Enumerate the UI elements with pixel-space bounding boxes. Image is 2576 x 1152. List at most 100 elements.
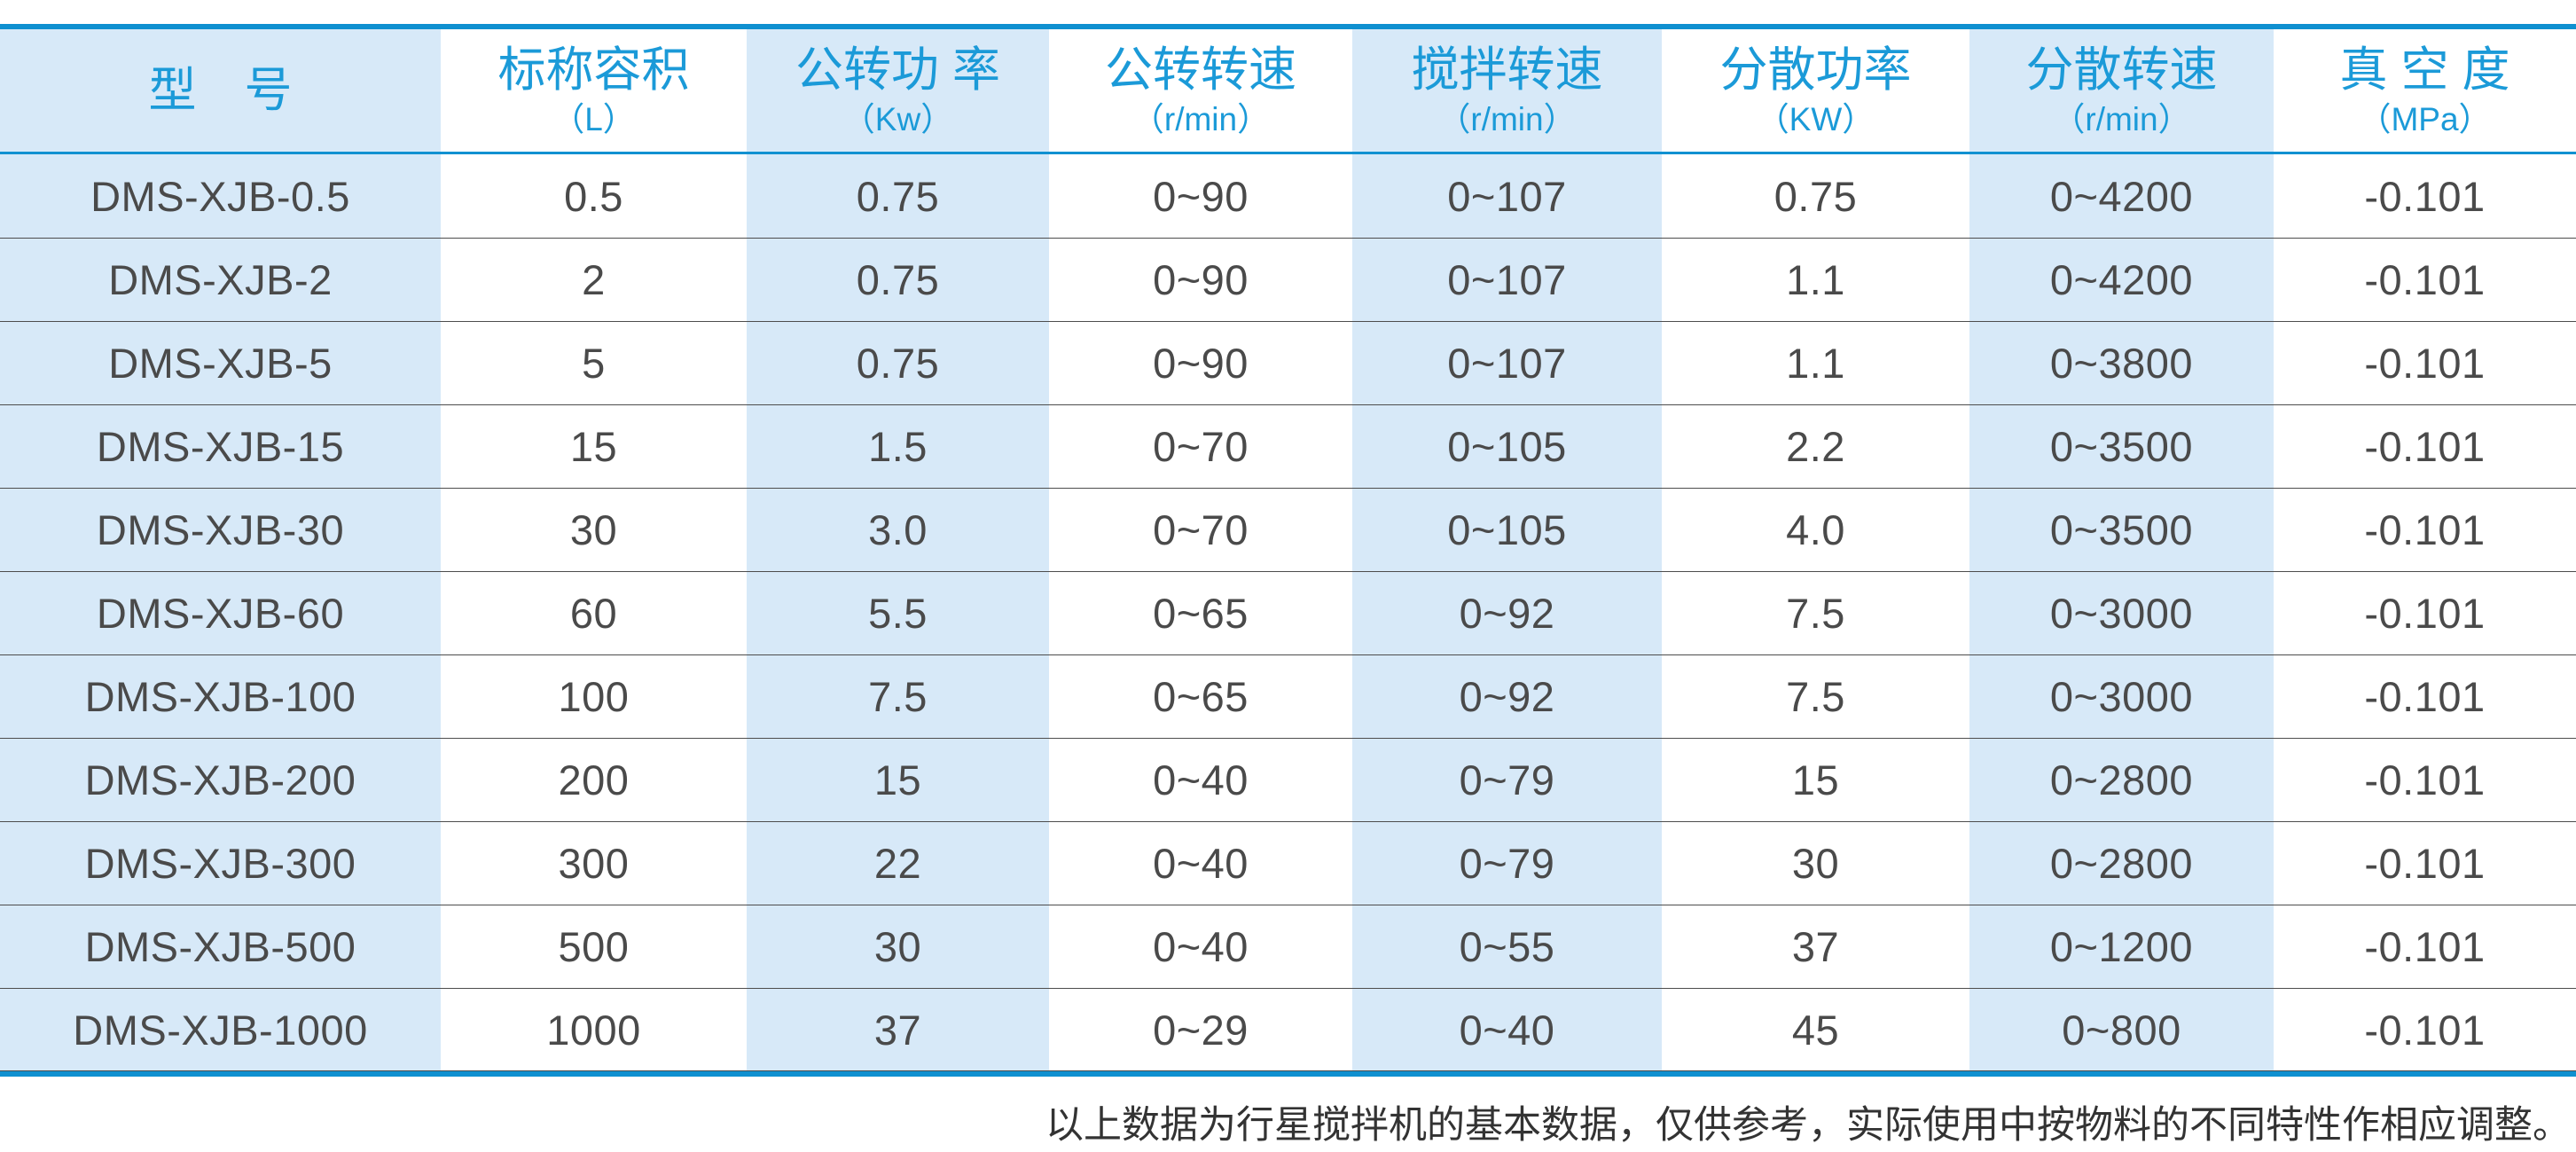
table-row: DMS-XJB-100 100 7.5 0~65 0~92 7.5 0~3000 -0.101: [0, 654, 2576, 738]
table-header-row: 型 号标称容积 （L） 公转功 率（Kw） 公转转速 （r/min） 搅拌转速 （r/min…: [0, 29, 2576, 154]
value-cell: 0~90: [1049, 239, 1352, 321]
value-cell: -0.101: [2274, 822, 2576, 905]
value-cell: 100: [441, 655, 747, 738]
value-cell: 0~65: [1049, 655, 1352, 738]
model-cell: DMS-XJB-15: [0, 405, 441, 488]
value-cell: 0~4200: [1969, 154, 2274, 238]
header-title: 公转功 率: [795, 43, 1000, 97]
table-row: DMS-XJB-60 60 5.5 0~65 0~92 7.5 0~3000 -0.101: [0, 571, 2576, 654]
value-cell: 0~107: [1352, 322, 1662, 404]
model-cell: DMS-XJB-100: [0, 655, 441, 738]
header-cell-col4: 公转转速 （r/min）: [1049, 29, 1352, 152]
header-title: 标称容积: [497, 43, 690, 97]
value-cell: 7.5: [747, 655, 1049, 738]
value-cell: 30: [1662, 822, 1969, 905]
value-cell: 0~3500: [1969, 489, 2274, 571]
model-cell: DMS-XJB-2: [0, 239, 441, 321]
value-cell: 0~800: [1969, 989, 2274, 1070]
value-cell: -0.101: [2274, 905, 2576, 988]
table-row: DMS-XJB-30 30 3.0 0~70 0~105 4.0 0~3500 -0.101: [0, 488, 2576, 571]
model-cell: DMS-XJB-200: [0, 739, 441, 821]
table-row: DMS-XJB-5 5 0.75 0~90 0~107 1.1 0~3800 -0.101: [0, 321, 2576, 404]
model-cell: DMS-XJB-60: [0, 572, 441, 654]
value-cell: 1.1: [1662, 239, 1969, 321]
footer-note: 以上数据为行星搅拌机的基本数据，仅供参考，实际使用中按物料的不同特性作相应调整。: [1045, 1105, 2571, 1147]
value-cell: 1.5: [747, 405, 1049, 488]
value-cell: -0.101: [2274, 322, 2576, 404]
value-cell: 0~1200: [1969, 905, 2274, 988]
model-cell: DMS-XJB-30: [0, 489, 441, 571]
value-cell: 30: [441, 489, 747, 571]
header-title: 搅拌转速: [1411, 43, 1603, 97]
model-cell: DMS-XJB-500: [0, 905, 441, 988]
value-cell: 0~107: [1352, 239, 1662, 321]
value-cell: 0~3000: [1969, 655, 2274, 738]
value-cell: 0~90: [1049, 322, 1352, 404]
value-cell: 200: [441, 739, 747, 821]
value-cell: 0.75: [747, 154, 1049, 238]
value-cell: 0~2800: [1969, 739, 2274, 821]
value-cell: 0~70: [1049, 489, 1352, 571]
value-cell: 0.75: [747, 322, 1049, 404]
value-cell: 0~40: [1049, 822, 1352, 905]
header-unit: （r/min）: [1131, 100, 1271, 137]
header-cell-col2: 标称容积 （L）: [441, 29, 747, 152]
header-cell-col7: 分散转速 （r/min）: [1969, 29, 2274, 152]
value-cell: 0~105: [1352, 489, 1662, 571]
value-cell: 0~105: [1352, 405, 1662, 488]
value-cell: 0~3800: [1969, 322, 2274, 404]
header-title: 真 空 度: [2339, 43, 2510, 97]
header-title: 公转转速: [1105, 43, 1296, 97]
value-cell: 15: [747, 739, 1049, 821]
value-cell: 45: [1662, 989, 1969, 1070]
value-cell: -0.101: [2274, 572, 2576, 654]
value-cell: 0~3000: [1969, 572, 2274, 654]
value-cell: 0~65: [1049, 572, 1352, 654]
value-cell: -0.101: [2274, 989, 2576, 1070]
value-cell: -0.101: [2274, 489, 2576, 571]
value-cell: 30: [747, 905, 1049, 988]
value-cell: 0.75: [747, 239, 1049, 321]
header-unit: （r/min）: [1437, 100, 1577, 137]
value-cell: -0.101: [2274, 405, 2576, 488]
value-cell: 0~40: [1352, 989, 1662, 1070]
value-cell: 15: [1662, 739, 1969, 821]
value-cell: -0.101: [2274, 739, 2576, 821]
value-cell: -0.101: [2274, 239, 2576, 321]
value-cell: 5.5: [747, 572, 1049, 654]
header-unit: （MPa）: [2358, 100, 2492, 137]
value-cell: 2: [441, 239, 747, 321]
header-title: 分散转速: [2025, 43, 2218, 97]
value-cell: 0.75: [1662, 154, 1969, 238]
model-cell: DMS-XJB-300: [0, 822, 441, 905]
table-row: DMS-XJB-15 15 1.5 0~70 0~105 2.2 0~3500 -0.101: [0, 404, 2576, 488]
header-title: 分散功率: [1719, 43, 1912, 97]
value-cell: 0.5: [441, 154, 747, 238]
header-cell-col8: 真 空 度（MPa）: [2274, 29, 2576, 152]
value-cell: 0~79: [1352, 822, 1662, 905]
value-cell: 500: [441, 905, 747, 988]
value-cell: 4.0: [1662, 489, 1969, 571]
header-cell-col1: 型 号: [0, 29, 441, 152]
table-row: DMS-XJB-200 200 15 0~40 0~79 15 0~2800 -0.101: [0, 738, 2576, 821]
value-cell: 0~92: [1352, 572, 1662, 654]
header-unit: （L）: [552, 100, 636, 137]
value-cell: 0~29: [1049, 989, 1352, 1070]
table-row: DMS-XJB-1000 1000 37 0~29 0~40 45 0~800 -0.101: [0, 988, 2576, 1071]
value-cell: 0~90: [1049, 154, 1352, 238]
value-cell: 0~55: [1352, 905, 1662, 988]
value-cell: 0~79: [1352, 739, 1662, 821]
planetary-mixer-spec-table: 型 号标称容积 （L） 公转功 率（Kw） 公转转速 （r/min） 搅拌转速 （r/min…: [0, 24, 2576, 1077]
value-cell: 7.5: [1662, 572, 1969, 654]
header-cell-col6: 分散功率 （KW）: [1662, 29, 1969, 152]
value-cell: -0.101: [2274, 154, 2576, 238]
table-row: DMS-XJB-300 300 22 0~40 0~79 30 0~2800 -0.101: [0, 821, 2576, 905]
model-cell: DMS-XJB-0.5: [0, 154, 441, 238]
value-cell: 0~40: [1049, 739, 1352, 821]
header-unit: （r/min）: [2052, 100, 2191, 137]
table-row: DMS-XJB-2 2 0.75 0~90 0~107 1.1 0~4200 -0.101: [0, 238, 2576, 321]
value-cell: 3.0: [747, 489, 1049, 571]
value-cell: 0~70: [1049, 405, 1352, 488]
model-cell: DMS-XJB-5: [0, 322, 441, 404]
table-body: DMS-XJB-0.5 0.5 0.75 0~90 0~107 0.75 0~4200 -0.…: [0, 154, 2576, 1071]
